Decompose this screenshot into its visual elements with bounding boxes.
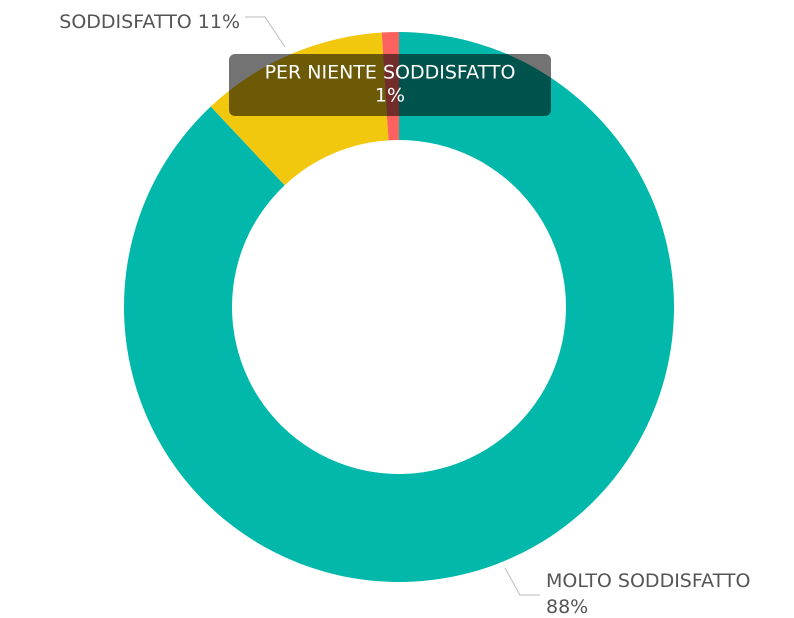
value-label: 11% [198, 11, 240, 33]
category-label: PER NIENTE SODDISFATTO [265, 62, 516, 84]
tooltip [229, 54, 551, 116]
value-label: 88% [546, 596, 588, 618]
leader-line [245, 16, 286, 48]
leader-line [504, 567, 540, 596]
donut-slice [123, 32, 675, 582]
slice-label: 88% [546, 596, 588, 618]
value-label: 1% [375, 85, 405, 107]
slice-label: SODDISFATTO 11% [59, 11, 240, 33]
category-label: MOLTO SODDISFATTO [546, 570, 750, 592]
slice-label: MOLTO SODDISFATTO [546, 570, 750, 592]
category-label: SODDISFATTO [59, 11, 191, 33]
